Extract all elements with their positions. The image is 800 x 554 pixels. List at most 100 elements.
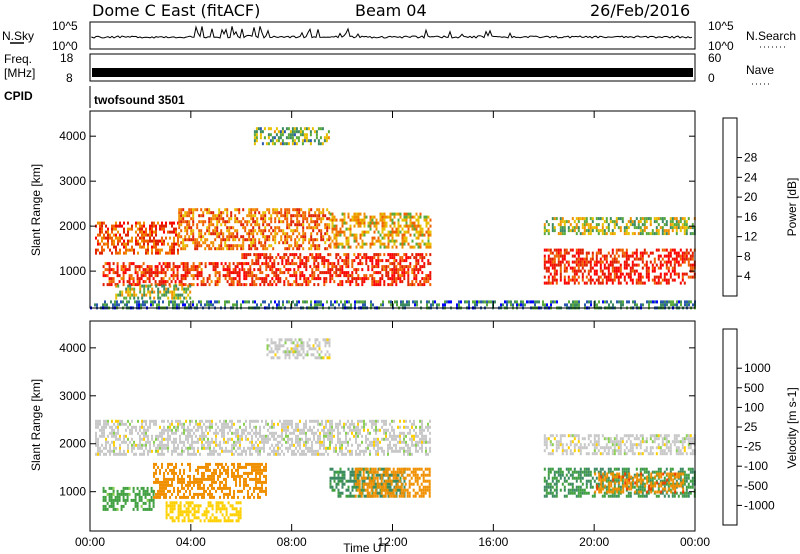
echo-cell <box>285 425 287 429</box>
echo-cell <box>174 280 177 284</box>
echo-cell <box>137 221 139 225</box>
echo-cell <box>153 465 155 469</box>
echo-cell <box>329 434 331 438</box>
echo-cell <box>291 283 294 287</box>
echo-cell <box>224 268 227 272</box>
echo-cell <box>95 248 97 252</box>
echo-cell <box>318 303 320 307</box>
echo-cell <box>607 266 610 270</box>
echo-cell <box>171 245 173 249</box>
echo-cell <box>347 245 350 249</box>
echo-cell <box>663 260 666 264</box>
echo-cell <box>579 248 582 252</box>
echo-cell <box>249 422 251 426</box>
echo-cell <box>245 425 247 429</box>
echo-cell <box>311 431 313 435</box>
echo-cell <box>218 300 220 304</box>
echo-cell <box>585 281 588 285</box>
echo-cell <box>177 233 179 237</box>
echo-cell <box>329 274 332 278</box>
echo-cell <box>177 474 179 478</box>
echo-cell <box>607 269 610 273</box>
echo-cell <box>255 277 258 281</box>
echo-cell <box>208 211 211 215</box>
echo-cell <box>663 217 666 221</box>
echo-cell <box>259 256 262 260</box>
echo-cell <box>318 211 321 215</box>
echo-cell <box>169 245 171 249</box>
echo-cell <box>330 303 332 307</box>
echo-cell <box>99 233 101 237</box>
echo-cell <box>353 212 356 216</box>
echo-cell <box>379 277 382 281</box>
echo-cell <box>248 214 251 218</box>
echo-cell <box>165 251 167 255</box>
echo-cell <box>254 208 257 212</box>
date-title: 26/Feb/2016 <box>590 1 690 20</box>
echo-cell <box>304 214 307 218</box>
echo-cell <box>390 300 392 304</box>
echo-cell <box>241 437 243 441</box>
echo-cell <box>301 139 304 143</box>
echo-cell <box>411 443 413 447</box>
echo-cell <box>167 230 169 234</box>
echo-cell <box>203 474 205 478</box>
echo-cell <box>591 229 594 233</box>
echo-cell <box>182 217 185 221</box>
echo-cell <box>152 271 155 275</box>
echo-cell <box>623 266 626 270</box>
echo-cell <box>377 280 380 284</box>
echo-cell <box>274 211 277 215</box>
echo-cell <box>286 226 289 230</box>
echo-cell <box>325 425 327 429</box>
echo-cell <box>192 265 195 269</box>
echo-cell <box>271 443 273 447</box>
echo-cell <box>579 269 582 273</box>
echo-cell <box>361 218 364 222</box>
echo-cell <box>203 495 205 499</box>
echo-cell <box>185 437 187 441</box>
echo-cell <box>573 229 576 233</box>
echo-cell <box>231 437 233 441</box>
echo-cell <box>603 254 606 258</box>
echo-cell <box>425 274 428 278</box>
echo-cell <box>373 280 376 284</box>
echo-cell <box>223 434 225 438</box>
echo-cell <box>395 233 398 237</box>
echo-cell <box>165 287 168 291</box>
echo-cell <box>145 440 147 444</box>
echo-cell <box>282 214 285 218</box>
echo-cell <box>409 212 412 216</box>
echo-cell <box>204 303 206 307</box>
echo-cell <box>178 283 181 287</box>
echo-cell <box>111 428 113 432</box>
echo-cell <box>611 251 614 255</box>
echo-cell <box>565 281 568 285</box>
echo-cell <box>559 275 562 279</box>
echo-cell <box>619 266 622 270</box>
echo-cell <box>226 265 229 269</box>
echo-cell <box>339 256 342 260</box>
echo-cell <box>379 218 382 222</box>
echo-cell <box>318 208 321 212</box>
echo-cell <box>242 238 245 242</box>
echo-cell <box>407 256 410 260</box>
echo-cell <box>355 215 358 219</box>
echo-cell <box>417 218 420 222</box>
echo-cell <box>403 274 406 278</box>
echo-cell <box>353 425 355 429</box>
echo-cell <box>173 227 175 231</box>
echo-cell <box>203 483 205 487</box>
echo-cell <box>369 245 372 249</box>
echo-cell <box>200 208 203 212</box>
echo-cell <box>395 268 398 272</box>
echo-cell <box>611 266 614 270</box>
echo-cell <box>107 233 109 237</box>
echo-cell <box>331 274 334 278</box>
echo-cell <box>182 241 185 245</box>
echo-cell <box>127 293 130 297</box>
echo-cell <box>220 217 223 221</box>
echo-cell <box>425 452 427 456</box>
echo-cell <box>417 449 419 453</box>
